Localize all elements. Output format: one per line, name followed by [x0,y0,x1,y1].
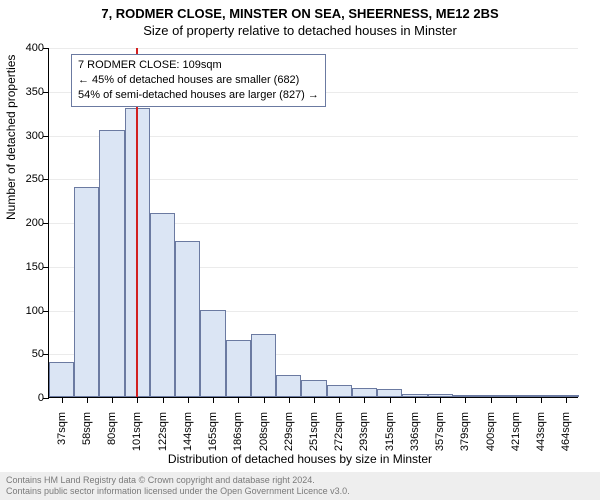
plot-area: 37sqm58sqm80sqm101sqm122sqm144sqm165sqm1… [48,48,578,398]
histogram-bar [175,241,200,397]
histogram-bar [200,310,225,398]
histogram-bar [327,385,352,397]
y-tick-label: 350 [4,86,44,98]
x-tick [238,397,239,403]
y-tick-label: 100 [4,305,44,317]
x-tick [465,397,466,403]
footer-line: Contains public sector information licen… [6,486,594,497]
annotation-line: ← 45% of detached houses are smaller (68… [78,73,319,88]
x-tick [364,397,365,403]
x-tick [339,397,340,403]
histogram-bar [377,389,402,397]
grid-line [49,48,578,49]
histogram-bar [301,380,326,398]
x-tick [440,397,441,403]
chart: 37sqm58sqm80sqm101sqm122sqm144sqm165sqm1… [48,48,578,398]
histogram-bar [251,334,276,397]
x-tick [390,397,391,403]
x-tick [289,397,290,403]
y-tick-label: 200 [4,217,44,229]
x-tick [541,397,542,403]
y-tick-label: 50 [4,348,44,360]
y-tick-label: 150 [4,261,44,273]
x-tick [87,397,88,403]
x-tick [415,397,416,403]
x-tick [163,397,164,403]
page-subtitle: Size of property relative to detached ho… [0,21,600,38]
histogram-bar [74,187,99,397]
histogram-bar [150,213,175,397]
annotation-box: 7 RODMER CLOSE: 109sqm ← 45% of detached… [71,54,326,107]
y-tick-label: 0 [4,392,44,404]
x-axis-title: Distribution of detached houses by size … [0,452,600,466]
y-tick-label: 300 [4,130,44,142]
x-tick [516,397,517,403]
x-tick [314,397,315,403]
attribution-footer: Contains HM Land Registry data © Crown c… [0,472,600,500]
x-tick [188,397,189,403]
footer-line: Contains HM Land Registry data © Crown c… [6,475,594,486]
x-tick [491,397,492,403]
histogram-bar [49,362,74,397]
x-tick [213,397,214,403]
x-tick [112,397,113,403]
y-tick-label: 400 [4,42,44,54]
histogram-bar [99,130,124,397]
x-tick [137,397,138,403]
histogram-bar [352,388,377,397]
x-tick [62,397,63,403]
histogram-bar [226,340,251,397]
x-tick [566,397,567,403]
annotation-line: 7 RODMER CLOSE: 109sqm [78,58,319,73]
histogram-bar [276,375,301,397]
y-tick-label: 250 [4,173,44,185]
annotation-line: 54% of semi-detached houses are larger (… [78,88,319,103]
x-tick [264,397,265,403]
page-title: 7, RODMER CLOSE, MINSTER ON SEA, SHEERNE… [0,0,600,21]
